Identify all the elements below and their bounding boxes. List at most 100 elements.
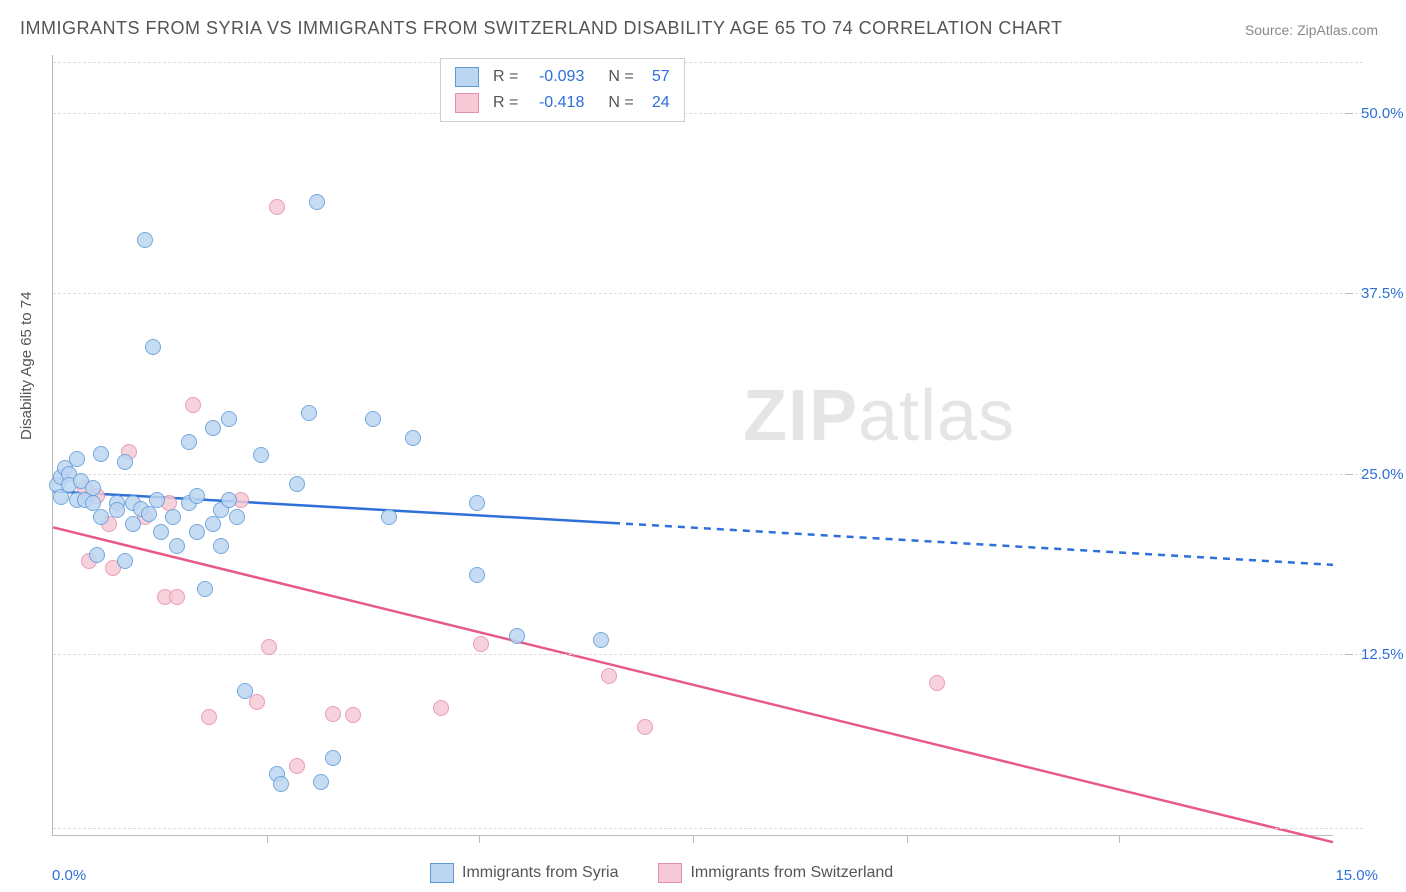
y-axis-label: Disability Age 65 to 74 xyxy=(18,292,35,440)
scatter-point xyxy=(601,668,617,684)
scatter-point xyxy=(473,636,489,652)
scatter-point xyxy=(249,694,265,710)
scatter-point xyxy=(181,434,197,450)
scatter-point xyxy=(169,589,185,605)
scatter-point xyxy=(289,476,305,492)
scatter-point xyxy=(205,516,221,532)
scatter-point xyxy=(153,524,169,540)
scatter-point xyxy=(929,675,945,691)
legend-stats-box: R =-0.093 N = 57 R =-0.418 N = 24 xyxy=(440,58,685,122)
legend-N-label: N = xyxy=(608,90,633,116)
scatter-point xyxy=(253,447,269,463)
regression-lines xyxy=(53,55,1333,835)
scatter-point xyxy=(125,516,141,532)
scatter-point xyxy=(109,502,125,518)
gridline xyxy=(53,62,1363,63)
gridline xyxy=(53,293,1363,294)
scatter-point xyxy=(189,524,205,540)
regression-line xyxy=(613,523,1333,565)
legend-R-label: R = xyxy=(493,90,518,116)
scatter-point xyxy=(197,581,213,597)
legend-N-value: 57 xyxy=(640,64,670,90)
scatter-point xyxy=(313,774,329,790)
legend-N-label: N = xyxy=(608,64,633,90)
y-tick-mark xyxy=(1345,654,1353,655)
scatter-point xyxy=(85,480,101,496)
scatter-point xyxy=(117,553,133,569)
y-tick-label: 25.0% xyxy=(1361,466,1404,483)
x-tick-mark xyxy=(907,835,908,843)
gridline xyxy=(53,113,1363,114)
scatter-point xyxy=(221,411,237,427)
legend-swatch xyxy=(455,67,479,87)
scatter-point xyxy=(301,405,317,421)
scatter-point xyxy=(149,492,165,508)
scatter-point xyxy=(469,495,485,511)
scatter-point xyxy=(309,194,325,210)
scatter-point xyxy=(289,758,305,774)
scatter-point xyxy=(325,750,341,766)
scatter-point xyxy=(165,509,181,525)
scatter-point xyxy=(89,547,105,563)
y-tick-mark xyxy=(1345,474,1353,475)
scatter-point xyxy=(213,538,229,554)
legend-R-value: -0.418 xyxy=(524,90,584,116)
scatter-point xyxy=(189,488,205,504)
scatter-point xyxy=(93,509,109,525)
scatter-point xyxy=(593,632,609,648)
chart-title: IMMIGRANTS FROM SYRIA VS IMMIGRANTS FROM… xyxy=(20,18,1063,39)
scatter-point xyxy=(433,700,449,716)
gridline xyxy=(53,474,1363,475)
y-tick-label: 50.0% xyxy=(1361,105,1404,122)
scatter-point xyxy=(205,420,221,436)
legend-series-label: Immigrants from Switzerland xyxy=(690,864,893,882)
scatter-point xyxy=(69,451,85,467)
x-tick-mark xyxy=(479,835,480,843)
legend-series-item: Immigrants from Syria xyxy=(430,863,618,883)
scatter-point xyxy=(269,199,285,215)
scatter-point xyxy=(93,446,109,462)
scatter-point xyxy=(405,430,421,446)
scatter-point xyxy=(345,707,361,723)
scatter-point xyxy=(201,709,217,725)
legend-series-item: Immigrants from Switzerland xyxy=(658,863,893,883)
gridline xyxy=(53,654,1363,655)
scatter-point xyxy=(229,509,245,525)
plot-area: ZIPatlas 12.5%25.0%37.5%50.0% xyxy=(52,55,1333,836)
legend-swatch xyxy=(430,863,454,883)
y-tick-mark xyxy=(1345,293,1353,294)
x-tick-mark xyxy=(693,835,694,843)
scatter-point xyxy=(469,567,485,583)
x-axis-min-label: 0.0% xyxy=(52,867,86,884)
scatter-point xyxy=(221,492,237,508)
x-tick-mark xyxy=(267,835,268,843)
scatter-point xyxy=(261,639,277,655)
scatter-point xyxy=(325,706,341,722)
scatter-point xyxy=(169,538,185,554)
scatter-point xyxy=(237,683,253,699)
scatter-point xyxy=(273,776,289,792)
legend-R-label: R = xyxy=(493,64,518,90)
legend-R-value: -0.093 xyxy=(524,64,584,90)
legend-stat-row: R =-0.093 N = 57 xyxy=(455,64,670,90)
scatter-point xyxy=(141,506,157,522)
y-tick-mark xyxy=(1345,113,1353,114)
gridline xyxy=(53,828,1363,829)
scatter-point xyxy=(137,232,153,248)
y-tick-label: 12.5% xyxy=(1361,646,1404,663)
scatter-point xyxy=(145,339,161,355)
source-label: Source: ZipAtlas.com xyxy=(1245,22,1378,38)
x-tick-mark xyxy=(1119,835,1120,843)
legend-bottom: Immigrants from Syria Immigrants from Swi… xyxy=(430,863,893,883)
legend-series-label: Immigrants from Syria xyxy=(462,864,618,882)
scatter-point xyxy=(365,411,381,427)
legend-stat-row: R =-0.418 N = 24 xyxy=(455,90,670,116)
legend-swatch xyxy=(455,93,479,113)
scatter-point xyxy=(381,509,397,525)
legend-N-value: 24 xyxy=(640,90,670,116)
scatter-point xyxy=(185,397,201,413)
y-tick-label: 37.5% xyxy=(1361,285,1404,302)
scatter-point xyxy=(637,719,653,735)
x-axis-max-label: 15.0% xyxy=(1335,867,1378,884)
scatter-point xyxy=(509,628,525,644)
